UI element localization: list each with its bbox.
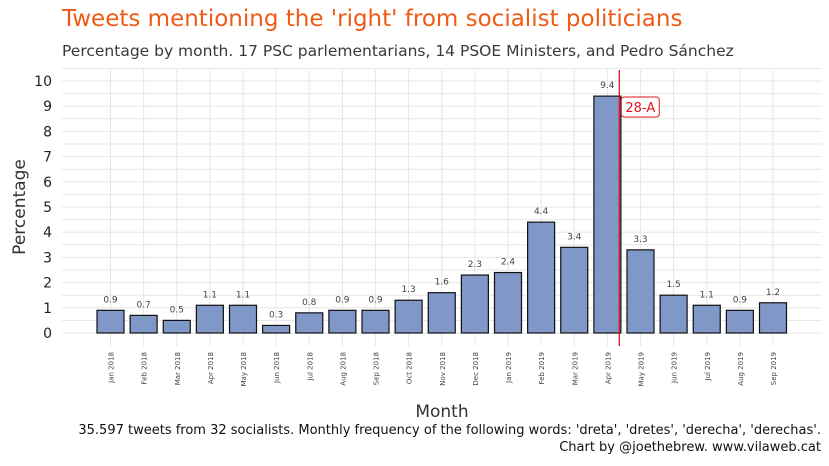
x-tick-label: Feb 2019: [538, 352, 546, 384]
y-axis-ticks: 0 1 2 3 4 5 6 7 8 9 10: [34, 74, 52, 342]
bar: [626, 249, 655, 334]
data-label: 0.9: [368, 295, 383, 305]
y-tick-label: 1: [43, 301, 52, 317]
bar: [361, 309, 390, 334]
data-label: 1.1: [700, 290, 714, 300]
data-label: 9.4: [600, 81, 615, 91]
x-tick-label: Jan 2019: [505, 352, 513, 384]
y-tick-label: 8: [43, 124, 52, 140]
x-tick-label: Dec 2018: [472, 352, 480, 386]
data-label: 1.2: [766, 288, 780, 298]
bar: [129, 314, 158, 334]
data-label: 1.1: [203, 290, 217, 300]
data-label: 3.3: [633, 235, 647, 245]
annotation-box: [620, 96, 660, 118]
bar: [96, 309, 125, 334]
caption-line-1: 35.597 tweets from 32 socialists. Monthl…: [78, 423, 821, 438]
x-tick-label: Jul 2019: [704, 352, 712, 382]
x-tick-label: Mar 2019: [571, 352, 579, 385]
y-tick-label: 4: [43, 225, 52, 241]
x-tick-label: Nov 2018: [439, 352, 447, 386]
caption-line-2: Chart by @joethebrew. www.vilaweb.cat: [559, 440, 821, 455]
data-label: 2.4: [501, 258, 516, 268]
bar: [228, 304, 258, 334]
data-label: 0.9: [733, 295, 748, 305]
bar: [195, 304, 224, 334]
data-label: 1.6: [435, 278, 450, 288]
data-label: 0.5: [170, 305, 184, 315]
bars: [96, 95, 788, 334]
x-tick-label: May 2019: [638, 352, 646, 387]
bar: [262, 324, 291, 334]
x-axis-ticks: Jan 2018 Feb 2018 Mar 2018 Apr 2018 May 2018…: [108, 352, 779, 387]
annotation-label: 28-A: [625, 101, 655, 116]
bar: [527, 221, 556, 334]
data-label: 0.8: [302, 298, 317, 308]
bar: [493, 271, 523, 334]
x-tick-label: Jun 2019: [671, 352, 679, 384]
data-label: 0.9: [335, 295, 350, 305]
x-tick-label: Feb 2018: [141, 352, 149, 384]
y-tick-label: 9: [43, 99, 52, 115]
annotation: 28-A: [618, 70, 660, 346]
chart-subtitle: Percentage by month. 17 PSC parlementari…: [62, 42, 734, 60]
bar: [659, 294, 688, 334]
x-tick-label: Jun 2018: [273, 352, 281, 384]
x-tick-label: Apr 2019: [604, 352, 612, 384]
bar: [295, 312, 324, 334]
y-tick-label: 6: [43, 175, 52, 191]
y-tick-label: 2: [43, 276, 52, 292]
y-tick-label: 5: [43, 200, 52, 216]
x-tick-label: Aug 2018: [339, 352, 347, 386]
bar: [560, 246, 589, 334]
data-label: 0.9: [103, 295, 118, 305]
data-label: 3.4: [567, 232, 582, 242]
data-label: 1.5: [666, 280, 680, 290]
x-tick-label: Sep 2018: [373, 352, 381, 385]
bar: [328, 309, 357, 334]
data-label: 1.3: [401, 285, 415, 295]
data-labels: 0.9 0.7 0.5 1.1 1.1 0.3 0.8 0.9 0.9 1.3 1.6 2.3 2.4 4…: [103, 81, 780, 320]
y-tick-label: 10: [34, 74, 52, 90]
bar: [758, 302, 788, 334]
y-axis-title: Percentage: [10, 159, 30, 255]
x-tick-label: Sep 2019: [770, 352, 778, 385]
bar: [725, 309, 754, 334]
chart-title: Tweets mentioning the 'right' from socia…: [62, 6, 683, 32]
x-tick-label: Jan 2018: [108, 352, 116, 384]
x-tick-label: Apr 2018: [207, 352, 215, 384]
bar: [162, 319, 191, 334]
bar: [692, 304, 721, 334]
x-tick-label: Jul 2018: [306, 352, 314, 382]
bar: [460, 274, 489, 334]
data-label: 4.4: [534, 207, 549, 217]
data-label: 1.1: [236, 290, 250, 300]
x-tick-label: Oct 2018: [406, 352, 414, 384]
y-tick-label: 7: [43, 150, 52, 166]
y-tick-label: 3: [43, 250, 52, 266]
bar: [593, 95, 622, 334]
x-tick-label: May 2018: [240, 352, 248, 387]
x-tick-label: Mar 2018: [174, 352, 182, 385]
bar: [394, 299, 423, 334]
y-tick-label: 0: [43, 326, 52, 342]
x-axis-title: Month: [415, 402, 468, 422]
data-label: 0.7: [136, 300, 150, 310]
bar: [427, 292, 456, 334]
x-tick-label: Aug 2019: [737, 352, 745, 386]
data-label: 2.3: [468, 260, 482, 270]
data-label: 0.3: [269, 310, 283, 320]
